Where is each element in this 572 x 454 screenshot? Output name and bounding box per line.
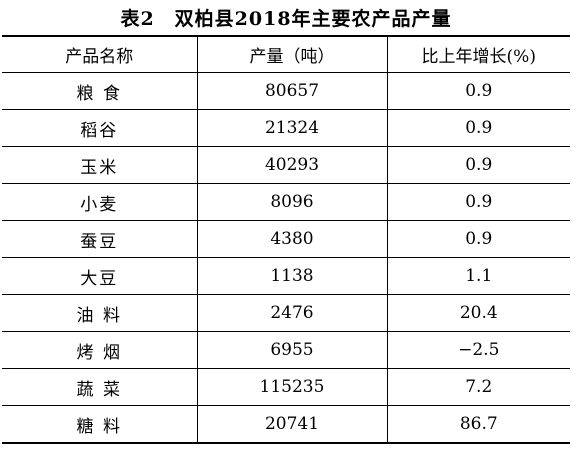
- value-cell: 0.9: [386, 109, 570, 147]
- product-name: 油 料: [2, 294, 197, 332]
- data-table: 产品名称 产量（吨） 比上年增长(%) 粮 食 80657 0.9 稻谷 21324 0.9 玉…: [2, 35, 570, 444]
- product-name: 蚕豆: [2, 220, 197, 258]
- value-cell: 20741: [196, 405, 387, 444]
- header-cell: 比上年增长(%): [386, 35, 570, 73]
- header-cell: 产品名称: [2, 35, 197, 73]
- value-cell: 0.9: [386, 220, 570, 258]
- product-name: 烤 烟: [2, 331, 197, 369]
- table-body: 粮 食 80657 0.9 稻谷 21324 0.9 玉米 40293 0.9 小麦 8096 0.9…: [2, 72, 570, 444]
- value-cell: 2476: [196, 294, 387, 332]
- table-row: 粮 食 80657 0.9: [2, 72, 570, 110]
- table-row: 蔬 菜 115235 7.2: [2, 368, 570, 406]
- product-name: 粮 食: [2, 72, 197, 110]
- table-row: 烤 烟 6955 −2.5: [2, 331, 570, 369]
- value-cell: 40293: [196, 146, 387, 184]
- product-name: 大豆: [2, 257, 197, 295]
- product-name: 玉米: [2, 146, 197, 184]
- value-cell: 6955: [196, 331, 387, 369]
- header-row: 产品名称 产量（吨） 比上年增长(%): [2, 35, 570, 73]
- header-cell: 产量（吨）: [196, 35, 387, 73]
- product-name: 糖 料: [2, 405, 197, 444]
- table-row: 油 料 2476 20.4: [2, 294, 570, 332]
- value-cell: 8096: [196, 183, 387, 221]
- product-name: 稻谷: [2, 109, 197, 147]
- table-header: 产品名称 产量（吨） 比上年增长(%): [2, 35, 570, 73]
- value-cell: 0.9: [386, 183, 570, 221]
- value-cell: 0.9: [386, 146, 570, 184]
- table-row: 大豆 1138 1.1: [2, 257, 570, 295]
- value-cell: 4380: [196, 220, 387, 258]
- value-cell: 86.7: [386, 405, 570, 444]
- value-cell: −2.5: [386, 331, 570, 369]
- table-row: 稻谷 21324 0.9: [2, 109, 570, 147]
- value-cell: 0.9: [386, 72, 570, 110]
- value-cell: 1.1: [386, 257, 570, 295]
- product-name: 小麦: [2, 183, 197, 221]
- table-title: 表2 双柏县2018年主要农产品产量: [120, 8, 452, 30]
- value-cell: 115235: [196, 368, 387, 406]
- value-cell: 80657: [196, 72, 387, 110]
- table-row: 蚕豆 4380 0.9: [2, 220, 570, 258]
- table-row: 玉米 40293 0.9: [2, 146, 570, 184]
- value-cell: 21324: [196, 109, 387, 147]
- table-row: 糖 料 20741 86.7: [2, 405, 570, 444]
- value-cell: 1138: [196, 257, 387, 295]
- value-cell: 20.4: [386, 294, 570, 332]
- product-name: 蔬 菜: [2, 368, 197, 406]
- value-cell: 7.2: [386, 368, 570, 406]
- table-row: 小麦 8096 0.9: [2, 183, 570, 221]
